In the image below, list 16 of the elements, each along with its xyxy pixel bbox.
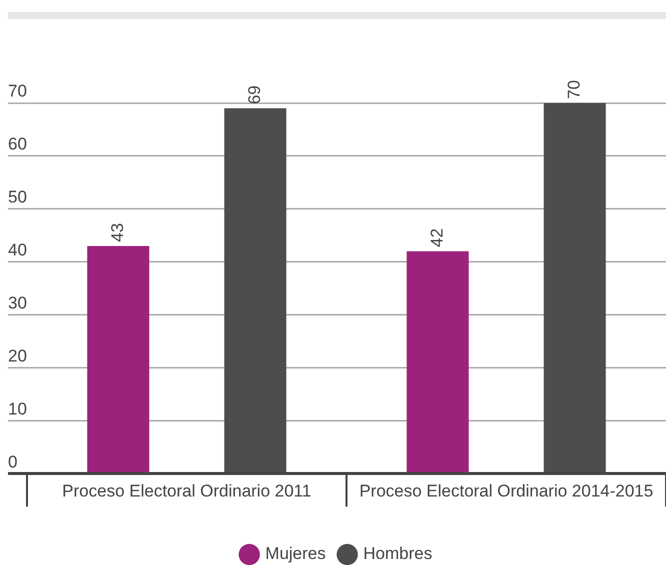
data-label: 43 — [108, 223, 127, 242]
y-tick-label: 10 — [8, 399, 27, 418]
y-tick-label: 0 — [8, 452, 18, 472]
y-tick-label: 30 — [8, 293, 27, 312]
x-tick-label: Proceso Electoral Ordinario 2011 — [62, 481, 312, 500]
data-label: 70 — [564, 80, 584, 99]
y-tick-label: 60 — [8, 134, 27, 154]
legend-label: Mujeres — [265, 544, 326, 564]
data-label: 42 — [427, 228, 446, 248]
y-tick-label: 70 — [8, 82, 27, 101]
y-tick-label: 50 — [8, 188, 27, 207]
y-tick-label: 40 — [8, 240, 27, 260]
x-tick-label: Proceso Electoral Ordinario 2014-2015 — [359, 481, 654, 500]
data-label: 69 — [244, 85, 264, 104]
y-tick-label: 20 — [8, 346, 27, 366]
legend-label: Hombres — [363, 544, 432, 564]
